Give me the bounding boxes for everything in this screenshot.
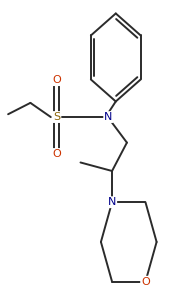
Text: N: N bbox=[108, 197, 116, 207]
Text: N: N bbox=[104, 112, 113, 122]
Text: O: O bbox=[141, 277, 150, 287]
Text: O: O bbox=[52, 75, 61, 85]
Text: O: O bbox=[52, 149, 61, 159]
Text: S: S bbox=[53, 112, 60, 122]
